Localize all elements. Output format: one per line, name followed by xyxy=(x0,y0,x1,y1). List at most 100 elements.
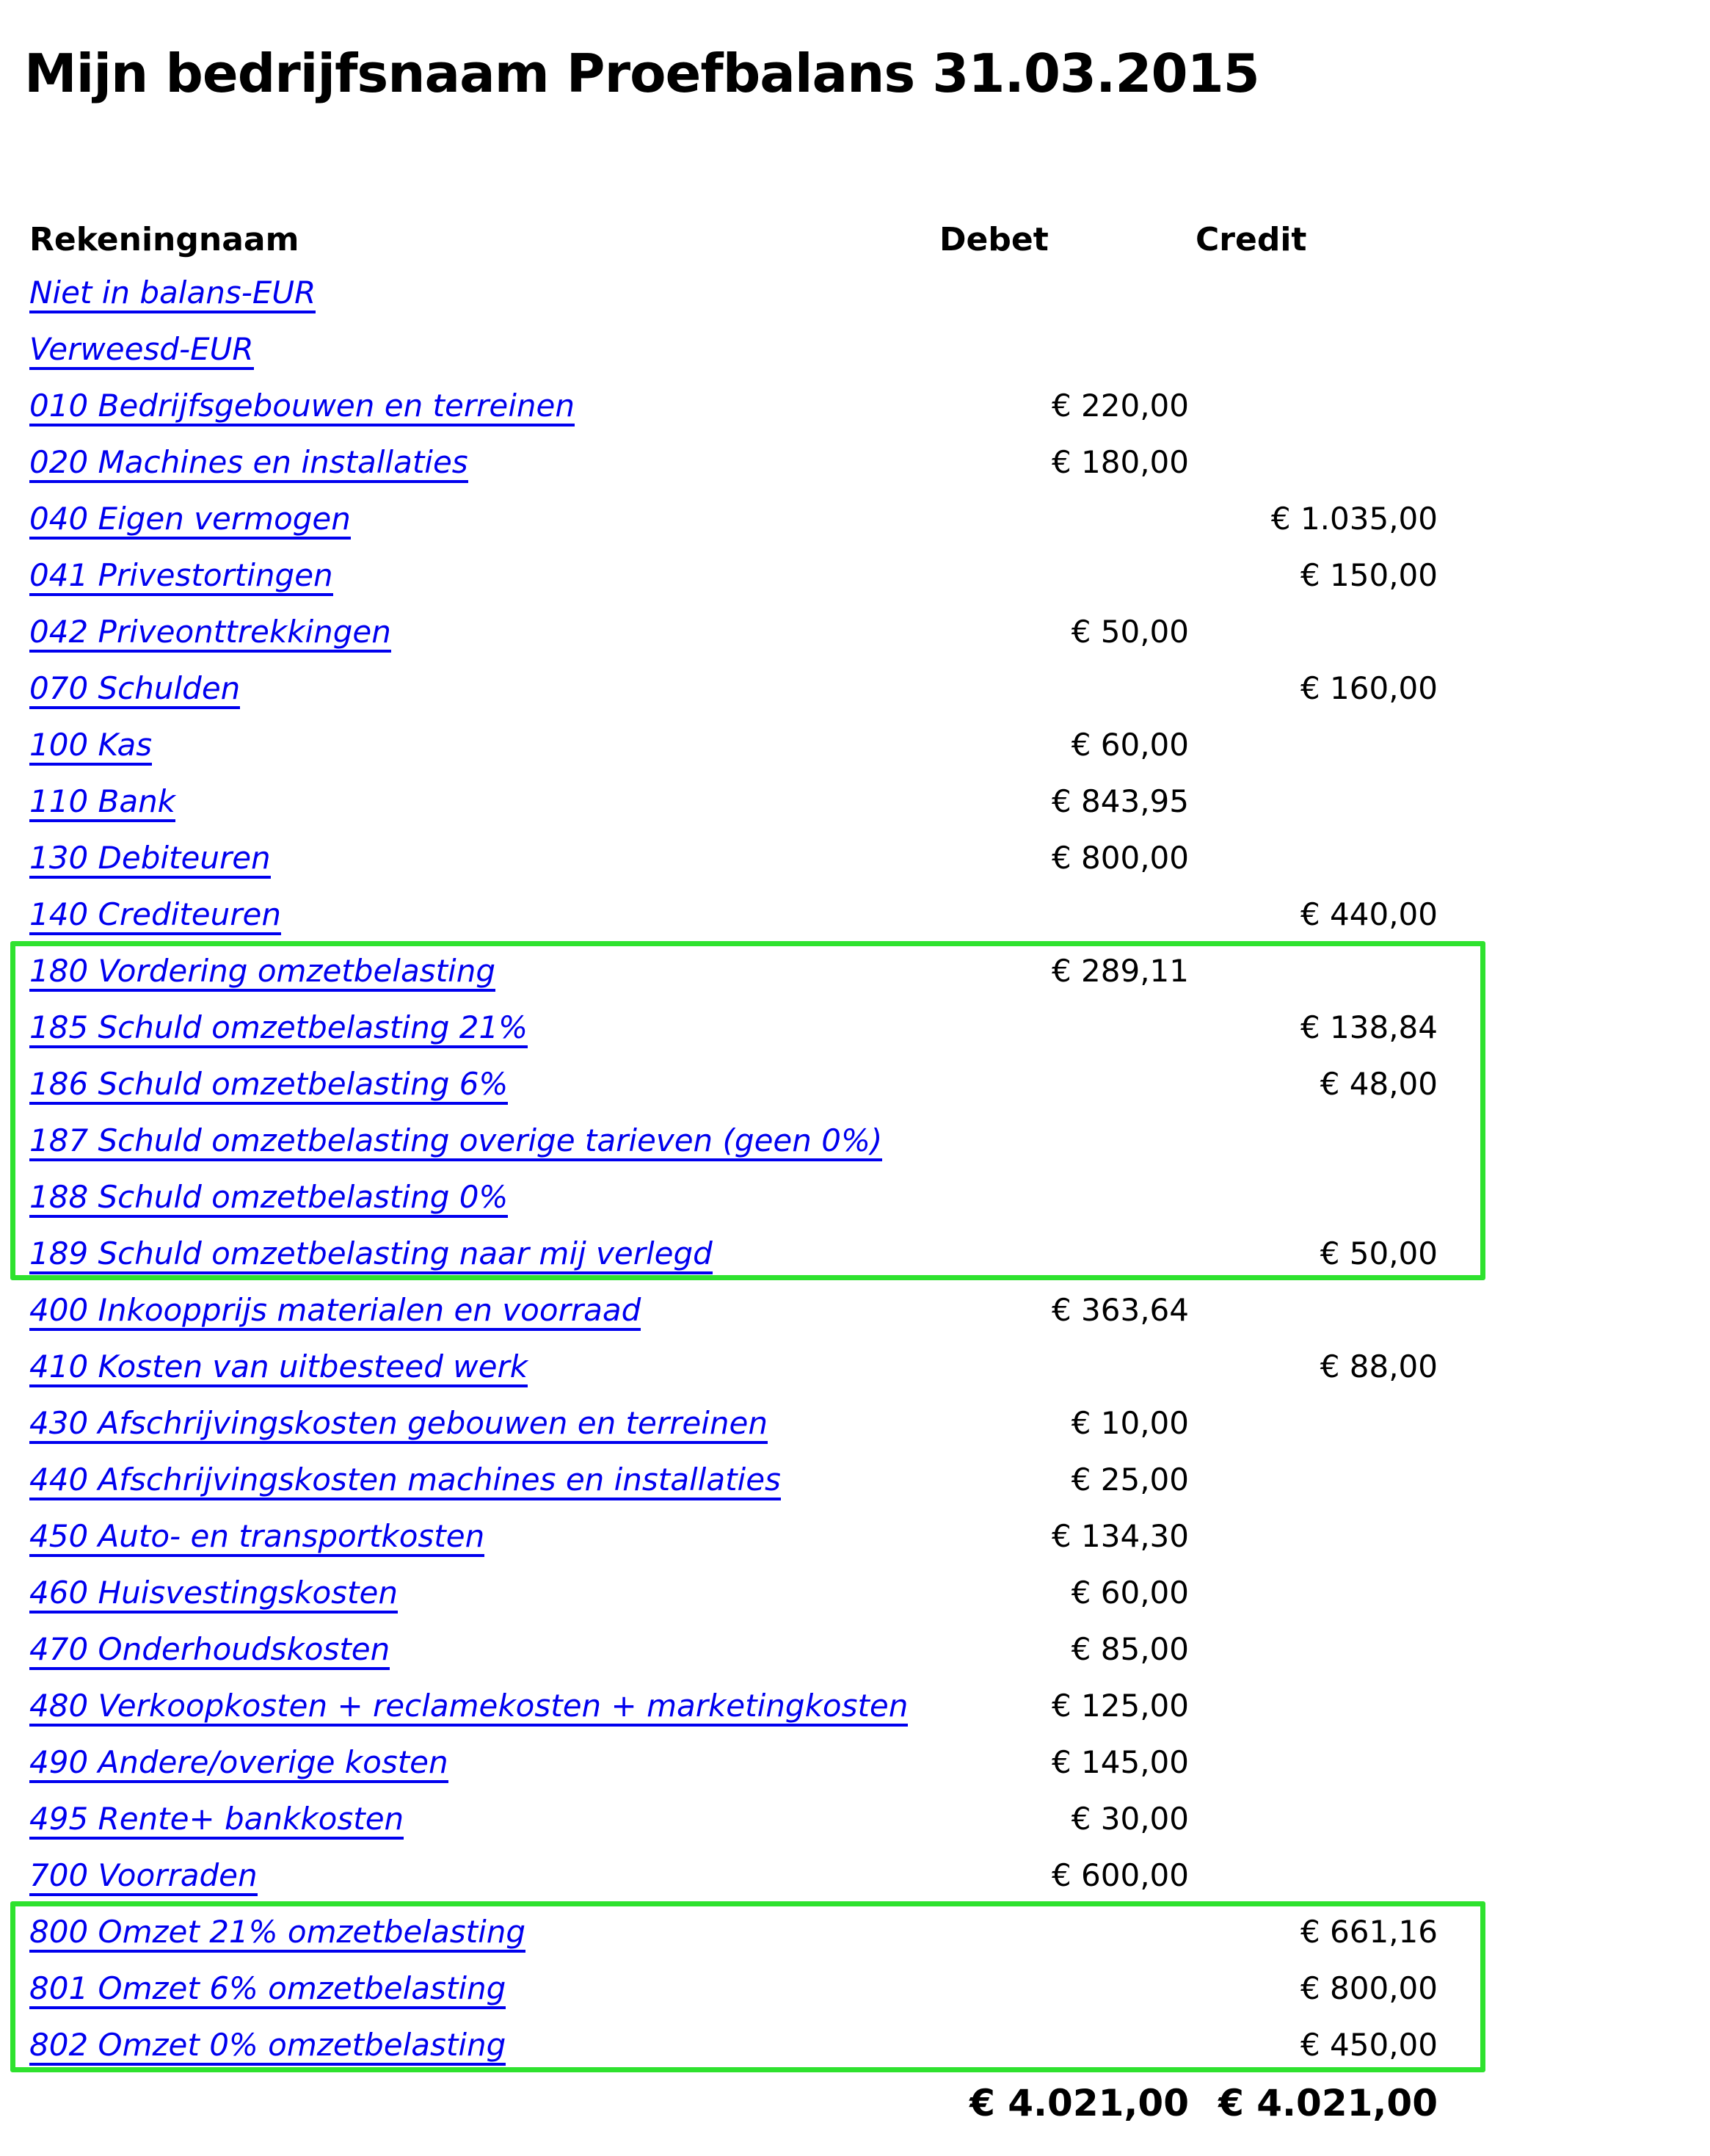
table-row: 180 Vordering omzetbelasting € 289,11 xyxy=(0,944,1710,1001)
account-link[interactable]: 700 Voorraden xyxy=(29,1860,258,1896)
debet-amount: € 363,64 xyxy=(1051,1292,1189,1328)
account-link[interactable]: 450 Auto- en transportkosten xyxy=(29,1521,485,1557)
totals-row: € 4.021,00 € 4.021,00 xyxy=(0,2076,1710,2121)
credit-amount: € 160,00 xyxy=(1300,670,1438,706)
debet-amount: € 134,30 xyxy=(1051,1518,1189,1554)
table-row: 110 Bank € 843,95 xyxy=(0,774,1710,831)
table-row: 495 Rente+ bankkosten € 30,00 xyxy=(0,1792,1710,1848)
table-row: 070 Schulden € 160,00 xyxy=(0,661,1710,718)
account-link[interactable]: Verweesd-EUR xyxy=(29,334,254,370)
account-link[interactable]: 802 Omzet 0% omzetbelasting xyxy=(29,2030,506,2066)
total-credit: € 4.021,00 xyxy=(1218,2082,1438,2124)
account-link[interactable]: 410 Kosten van uitbesteed werk xyxy=(29,1351,528,1387)
table-row: 042 Priveonttrekkingen € 50,00 xyxy=(0,605,1710,661)
table-row: Niet in balans-EUR xyxy=(0,266,1710,322)
credit-amount: € 88,00 xyxy=(1320,1349,1438,1384)
account-link[interactable]: 188 Schuld omzetbelasting 0% xyxy=(29,1182,509,1218)
table-row: 041 Privestortingen € 150,00 xyxy=(0,548,1710,605)
table-row: 430 Afschrijvingskosten gebouwen en terr… xyxy=(0,1396,1710,1453)
table-row: 188 Schuld omzetbelasting 0% xyxy=(0,1170,1710,1227)
debet-amount: € 60,00 xyxy=(1071,1575,1189,1611)
debet-amount: € 10,00 xyxy=(1071,1405,1189,1441)
account-link[interactable]: 180 Vordering omzetbelasting xyxy=(29,956,495,992)
table-row: 130 Debiteuren € 800,00 xyxy=(0,831,1710,888)
table-row: 470 Onderhoudskosten € 85,00 xyxy=(0,1622,1710,1679)
credit-amount: € 138,84 xyxy=(1300,1009,1438,1045)
table-row: 186 Schuld omzetbelasting 6% € 48,00 xyxy=(0,1057,1710,1114)
account-link[interactable]: 189 Schuld omzetbelasting naar mij verle… xyxy=(29,1238,713,1274)
credit-amount: € 440,00 xyxy=(1300,896,1438,932)
account-link[interactable]: 070 Schulden xyxy=(29,673,241,709)
debet-amount: € 600,00 xyxy=(1051,1857,1189,1893)
account-link[interactable]: 800 Omzet 21% omzetbelasting xyxy=(29,1917,526,1953)
account-link[interactable]: 110 Bank xyxy=(29,786,176,822)
account-link[interactable]: 480 Verkoopkosten + reclamekosten + mark… xyxy=(29,1691,909,1727)
table-row: 700 Voorraden € 600,00 xyxy=(0,1848,1710,1905)
account-link[interactable]: 041 Privestortingen xyxy=(29,560,333,596)
debet-amount: € 289,11 xyxy=(1051,953,1189,989)
account-link[interactable]: 470 Onderhoudskosten xyxy=(29,1634,390,1670)
credit-amount: € 50,00 xyxy=(1320,1235,1438,1271)
debet-amount: € 85,00 xyxy=(1071,1631,1189,1667)
table-row: 480 Verkoopkosten + reclamekosten + mark… xyxy=(0,1679,1710,1735)
table-row: 010 Bedrijfsgebouwen en terreinen € 220,… xyxy=(0,379,1710,435)
debet-amount: € 220,00 xyxy=(1051,388,1189,424)
debet-amount: € 60,00 xyxy=(1071,727,1189,763)
table-row: 040 Eigen vermogen € 1.035,00 xyxy=(0,492,1710,548)
credit-amount: € 450,00 xyxy=(1300,2027,1438,2063)
account-link[interactable]: 801 Omzet 6% omzetbelasting xyxy=(29,1973,506,2009)
account-link[interactable]: 187 Schuld omzetbelasting overige tariev… xyxy=(29,1125,883,1161)
account-link[interactable]: 490 Andere/overige kosten xyxy=(29,1747,448,1783)
account-link[interactable]: 100 Kas xyxy=(29,730,153,766)
account-link[interactable]: 010 Bedrijfsgebouwen en terreinen xyxy=(29,391,575,427)
table-row: 802 Omzet 0% omzetbelasting € 450,00 xyxy=(0,2018,1710,2075)
debet-amount: € 800,00 xyxy=(1051,840,1189,876)
credit-amount: € 150,00 xyxy=(1300,557,1438,593)
table-row: 100 Kas € 60,00 xyxy=(0,718,1710,774)
table-row: 410 Kosten van uitbesteed werk € 88,00 xyxy=(0,1340,1710,1396)
account-link[interactable]: 495 Rente+ bankkosten xyxy=(29,1804,404,1840)
account-link[interactable]: 186 Schuld omzetbelasting 6% xyxy=(29,1069,509,1105)
account-link[interactable]: 400 Inkoopprijs materialen en voorraad xyxy=(29,1295,641,1331)
account-link[interactable]: Niet in balans-EUR xyxy=(29,277,316,313)
account-rows: Niet in balans-EUR Verweesd-EUR 010 Bedr… xyxy=(0,266,1710,2075)
account-link[interactable]: 042 Priveonttrekkingen xyxy=(29,617,391,653)
account-link[interactable]: 430 Afschrijvingskosten gebouwen en terr… xyxy=(29,1408,768,1444)
credit-amount: € 48,00 xyxy=(1320,1066,1438,1102)
account-link[interactable]: 130 Debiteuren xyxy=(29,843,271,879)
account-link[interactable]: 460 Huisvestingskosten xyxy=(29,1578,398,1614)
debet-amount: € 145,00 xyxy=(1051,1744,1189,1780)
page-title: Mijn bedrijfsnaam Proefbalans 31.03.2015 xyxy=(24,43,1260,104)
account-link[interactable]: 020 Machines en installaties xyxy=(29,447,468,483)
table-row: 140 Crediteuren € 440,00 xyxy=(0,888,1710,944)
debet-amount: € 25,00 xyxy=(1071,1462,1189,1498)
credit-amount: € 661,16 xyxy=(1300,1914,1438,1950)
column-header-credit: Credit xyxy=(1196,221,1307,258)
table-row: 490 Andere/overige kosten € 145,00 xyxy=(0,1735,1710,1792)
credit-amount: € 800,00 xyxy=(1300,1970,1438,2006)
table-row: 189 Schuld omzetbelasting naar mij verle… xyxy=(0,1227,1710,1283)
table-row: 801 Omzet 6% omzetbelasting € 800,00 xyxy=(0,1961,1710,2018)
table-row: 400 Inkoopprijs materialen en voorraad €… xyxy=(0,1283,1710,1340)
column-header-debet: Debet xyxy=(939,221,1049,258)
debet-amount: € 30,00 xyxy=(1071,1801,1189,1837)
account-link[interactable]: 440 Afschrijvingskosten machines en inst… xyxy=(29,1464,781,1500)
table-row: 800 Omzet 21% omzetbelasting € 661,16 xyxy=(0,1905,1710,1961)
credit-amount: € 1.035,00 xyxy=(1270,501,1438,537)
table-row: 460 Huisvestingskosten € 60,00 xyxy=(0,1566,1710,1622)
table-row: 440 Afschrijvingskosten machines en inst… xyxy=(0,1453,1710,1509)
table-row: 450 Auto- en transportkosten € 134,30 xyxy=(0,1509,1710,1566)
account-link[interactable]: 185 Schuld omzetbelasting 21% xyxy=(29,1012,528,1048)
total-debet: € 4.021,00 xyxy=(969,2082,1189,2124)
table-row: Verweesd-EUR xyxy=(0,322,1710,379)
debet-amount: € 180,00 xyxy=(1051,444,1189,480)
account-link[interactable]: 140 Crediteuren xyxy=(29,899,281,935)
account-link[interactable]: 040 Eigen vermogen xyxy=(29,504,351,540)
table-row: 187 Schuld omzetbelasting overige tariev… xyxy=(0,1114,1710,1170)
table-row: 185 Schuld omzetbelasting 21% € 138,84 xyxy=(0,1001,1710,1057)
column-header-rekeningnaam: Rekeningnaam xyxy=(29,221,299,258)
debet-amount: € 125,00 xyxy=(1051,1688,1189,1724)
table-row: 020 Machines en installaties € 180,00 xyxy=(0,435,1710,492)
debet-amount: € 50,00 xyxy=(1071,614,1189,650)
